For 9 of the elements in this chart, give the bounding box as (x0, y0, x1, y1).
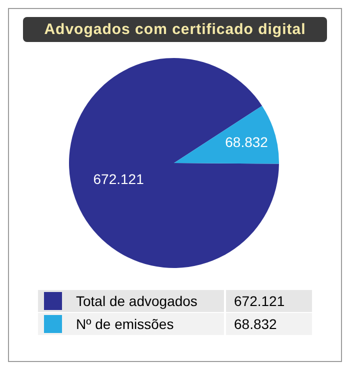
legend-label: Nº de emissões (68, 312, 225, 336)
chart-title: Advogados com certificado digital (23, 17, 327, 42)
text: 68.832 (234, 316, 277, 332)
data-label: 68.832 (225, 134, 268, 150)
pie-slice (69, 58, 279, 268)
data-label: 672.121 (93, 171, 144, 188)
text: 672.121 (234, 293, 285, 309)
pie-slice (174, 106, 279, 164)
legend-label: Total de advogados (68, 290, 225, 312)
